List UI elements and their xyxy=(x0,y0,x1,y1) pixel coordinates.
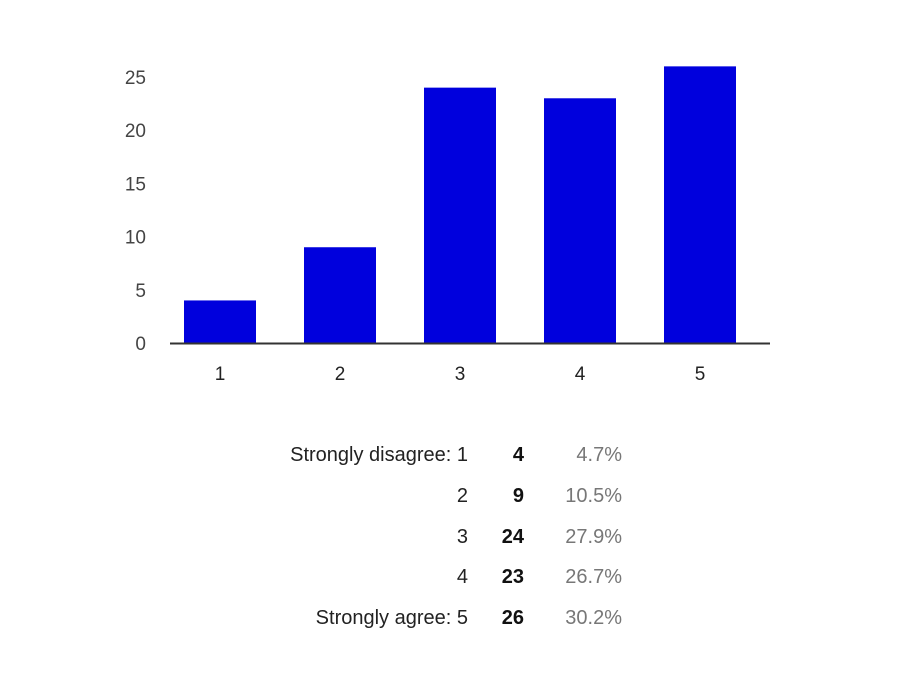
summary-count: 4 xyxy=(512,444,524,466)
y-tick-label: 15 xyxy=(125,174,146,195)
summary-row: Strongly disagree: 1 4 4.7% xyxy=(0,444,923,474)
x-tick-label: 3 xyxy=(455,364,466,385)
bar-chart: 0 5 10 15 20 25 1 2 3 4 5 xyxy=(125,66,770,385)
summary-percent: 4.7% xyxy=(576,444,622,466)
summary-label: Strongly disagree: 1 xyxy=(290,444,468,466)
y-tick-label: 10 xyxy=(125,228,146,249)
summary-percent: 26.7% xyxy=(565,566,622,589)
y-tick-label: 0 xyxy=(135,334,146,355)
summary-count: 23 xyxy=(501,566,524,589)
bar-4 xyxy=(544,98,616,343)
summary-count: 24 xyxy=(501,525,524,548)
summary-label: 2 xyxy=(456,484,468,507)
bar-2 xyxy=(304,247,376,343)
x-tick-label: 4 xyxy=(575,364,586,385)
summary-label: 3 xyxy=(456,525,468,548)
summary-percent: 27.9% xyxy=(565,525,622,548)
summary-label: 4 xyxy=(456,566,468,589)
summary-row: 4 23 26.7% xyxy=(0,566,923,596)
summary-count: 26 xyxy=(501,607,524,630)
x-tick-label: 1 xyxy=(215,364,226,385)
summary-row: 2 9 10.5% xyxy=(0,485,923,515)
summary-percent: 30.2% xyxy=(565,607,622,630)
x-tick-label: 2 xyxy=(335,364,346,385)
summary-row: 3 24 27.9% xyxy=(0,526,923,556)
summary-label: Strongly agree: 5 xyxy=(315,607,468,630)
y-tick-label: 20 xyxy=(125,121,146,142)
x-tick-label: 5 xyxy=(695,364,706,385)
summary-percent: 10.5% xyxy=(565,484,622,507)
y-tick-label: 25 xyxy=(125,68,146,89)
bar-3 xyxy=(424,87,496,343)
bar-5 xyxy=(664,66,736,344)
summary-count: 9 xyxy=(512,484,524,507)
y-tick-label: 5 xyxy=(135,281,146,302)
summary-row: Strongly agree: 5 26 30.2% xyxy=(0,607,923,637)
bar-1 xyxy=(184,300,256,343)
